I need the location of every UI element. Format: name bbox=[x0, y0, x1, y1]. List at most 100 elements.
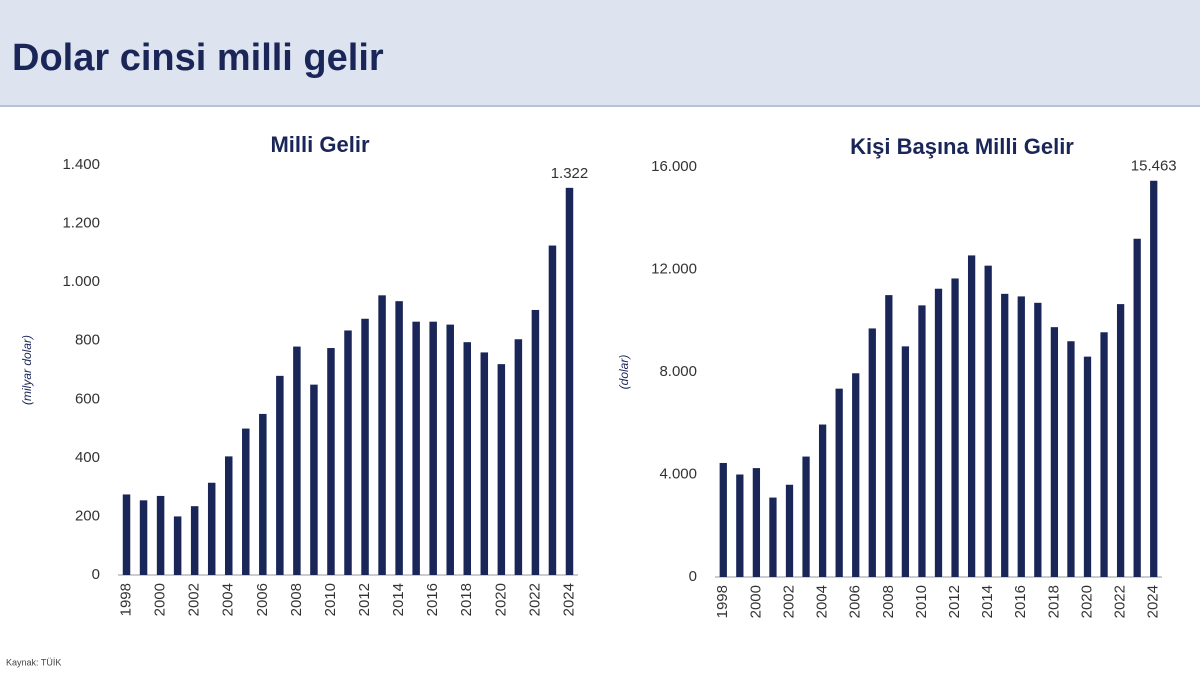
x-tick-label: 2006 bbox=[847, 585, 864, 618]
y-axis-label: (milyar dolar) bbox=[20, 335, 34, 405]
x-tick-label: 2014 bbox=[979, 585, 996, 618]
bar bbox=[497, 364, 506, 575]
bar bbox=[1001, 293, 1009, 577]
y-tick-label: 800 bbox=[75, 332, 100, 349]
x-tick-label: 2022 bbox=[526, 583, 543, 616]
bar bbox=[835, 388, 843, 577]
y-tick-label: 12.000 bbox=[651, 260, 697, 277]
x-tick-label: 2012 bbox=[356, 583, 373, 616]
bar bbox=[1067, 341, 1075, 577]
x-tick-label: 2022 bbox=[1112, 585, 1129, 618]
y-tick-label: 16.000 bbox=[651, 158, 697, 175]
bar bbox=[327, 348, 335, 575]
bar bbox=[802, 456, 810, 577]
chart-title: Milli Gelir bbox=[270, 132, 369, 157]
bar bbox=[565, 187, 574, 576]
bar bbox=[446, 324, 454, 575]
bar bbox=[344, 330, 352, 575]
bar bbox=[868, 328, 876, 577]
bar bbox=[885, 295, 893, 577]
bar bbox=[548, 245, 557, 576]
x-tick-label: 2008 bbox=[880, 585, 897, 618]
y-tick-label: 1.400 bbox=[62, 156, 100, 173]
x-tick-label: 2020 bbox=[1078, 585, 1095, 618]
x-tick-label: 2010 bbox=[913, 585, 930, 618]
y-tick-label: 200 bbox=[75, 507, 100, 524]
value-label: 15.463 bbox=[1131, 158, 1177, 175]
x-tick-label: 2002 bbox=[780, 585, 797, 618]
bar bbox=[207, 482, 216, 575]
bar bbox=[967, 255, 976, 577]
bar bbox=[901, 346, 910, 577]
bar bbox=[1150, 180, 1158, 577]
bar bbox=[1034, 302, 1042, 577]
x-tick-label: 2016 bbox=[424, 583, 441, 616]
x-tick-label: 2008 bbox=[288, 583, 305, 616]
x-tick-label: 2018 bbox=[458, 583, 475, 616]
x-tick-label: 2002 bbox=[186, 583, 203, 616]
header-band bbox=[0, 0, 1200, 106]
x-tick-label: 2000 bbox=[747, 585, 764, 618]
x-tick-label: 2000 bbox=[152, 583, 169, 616]
bar bbox=[293, 346, 301, 575]
bar bbox=[531, 309, 540, 575]
bar bbox=[276, 375, 284, 575]
x-tick-label: 2018 bbox=[1045, 585, 1062, 618]
bar bbox=[224, 456, 233, 575]
bar bbox=[1017, 296, 1025, 577]
y-tick-label: 0 bbox=[92, 566, 100, 583]
bar bbox=[1100, 332, 1108, 577]
bar bbox=[480, 352, 489, 575]
page-title: Dolar cinsi milli gelir bbox=[12, 37, 384, 79]
x-tick-label: 2006 bbox=[254, 583, 271, 616]
bar bbox=[361, 318, 369, 575]
bar bbox=[1133, 238, 1141, 577]
bar bbox=[259, 413, 267, 575]
bar bbox=[173, 516, 182, 575]
bar bbox=[1050, 327, 1059, 577]
bar bbox=[190, 506, 199, 575]
x-tick-label: 2020 bbox=[492, 583, 509, 616]
bar bbox=[242, 428, 250, 575]
bar bbox=[310, 384, 318, 575]
bar bbox=[1083, 356, 1092, 577]
x-tick-label: 2004 bbox=[814, 585, 831, 618]
y-tick-label: 4.000 bbox=[659, 465, 697, 482]
bar bbox=[156, 495, 165, 575]
chart-title: Kişi Başına Milli Gelir bbox=[850, 134, 1074, 159]
bar bbox=[984, 265, 992, 577]
bar bbox=[951, 278, 959, 577]
x-tick-label: 1998 bbox=[117, 583, 134, 616]
bar bbox=[412, 321, 420, 575]
bar bbox=[122, 494, 131, 575]
y-tick-label: 0 bbox=[689, 568, 697, 585]
bar bbox=[514, 339, 523, 575]
x-tick-label: 2004 bbox=[220, 583, 237, 616]
bar bbox=[736, 474, 744, 577]
bar bbox=[139, 500, 148, 575]
x-tick-label: 2024 bbox=[1145, 585, 1162, 618]
y-tick-label: 1.000 bbox=[62, 273, 100, 290]
bar bbox=[918, 305, 926, 577]
bar bbox=[818, 424, 827, 577]
bar bbox=[378, 295, 386, 575]
x-tick-label: 2014 bbox=[390, 583, 407, 616]
bar bbox=[463, 342, 472, 575]
bar bbox=[785, 484, 794, 577]
bar bbox=[934, 288, 943, 577]
y-axis-label: (dolar) bbox=[617, 355, 631, 390]
y-tick-label: 8.000 bbox=[659, 363, 697, 380]
y-tick-label: 400 bbox=[75, 449, 100, 466]
bar bbox=[719, 462, 727, 577]
x-tick-label: 1998 bbox=[714, 585, 731, 618]
source-note: Kaynak: TÜİK bbox=[6, 657, 61, 667]
x-tick-label: 2012 bbox=[946, 585, 963, 618]
bar bbox=[769, 497, 777, 577]
bar bbox=[852, 373, 860, 577]
x-tick-label: 2016 bbox=[1012, 585, 1029, 618]
x-tick-label: 2024 bbox=[560, 583, 577, 616]
bar bbox=[429, 321, 437, 575]
bar bbox=[1116, 304, 1125, 577]
value-label: 1.322 bbox=[551, 165, 589, 182]
